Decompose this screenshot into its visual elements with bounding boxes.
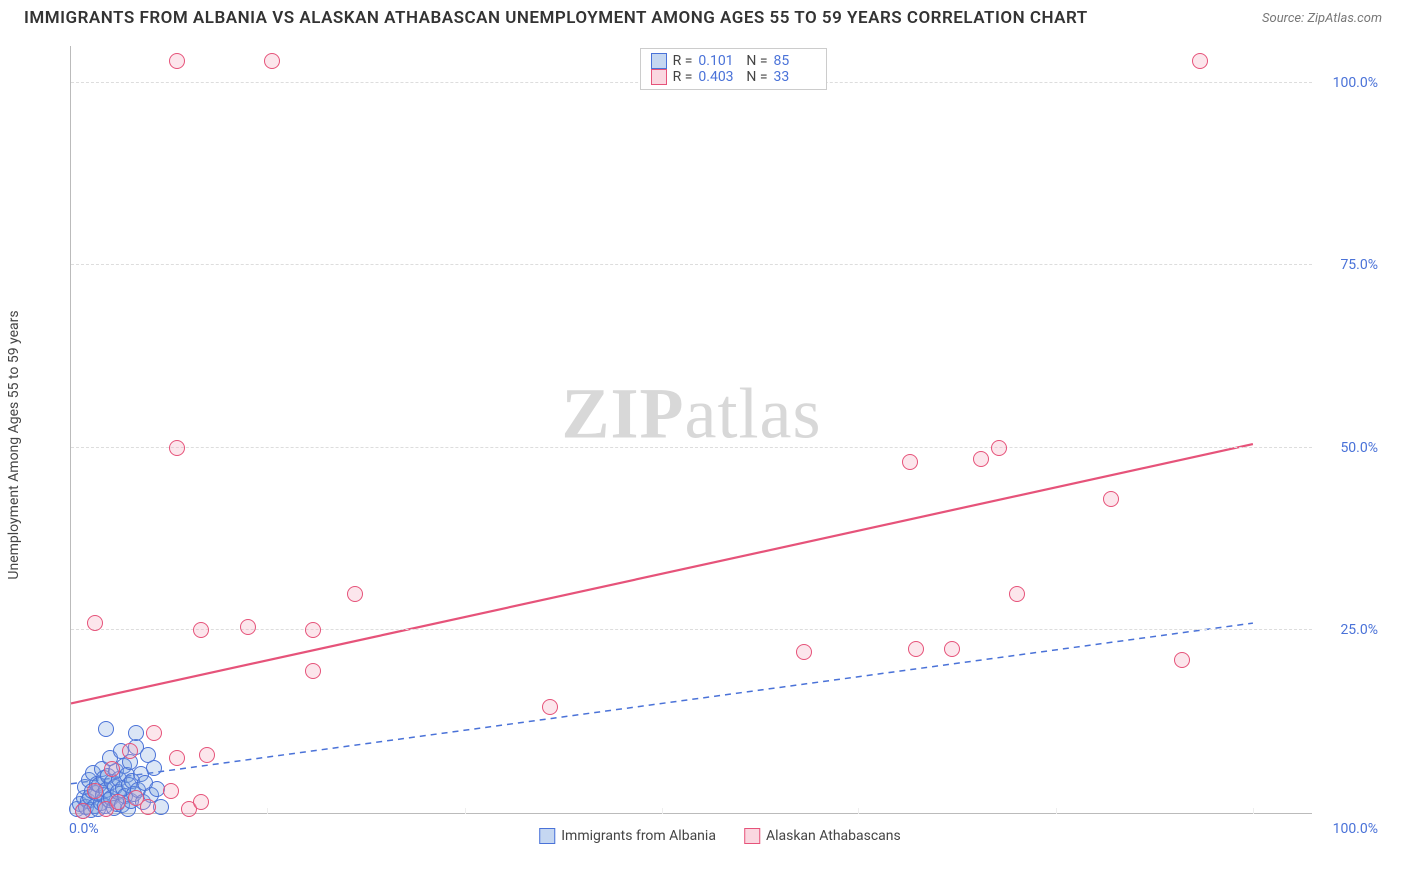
data-point bbox=[944, 641, 960, 657]
legend-swatch bbox=[651, 53, 667, 69]
data-point bbox=[128, 725, 144, 741]
data-point bbox=[98, 721, 114, 737]
x-gridline bbox=[662, 808, 663, 814]
x-tick-label: 0.0% bbox=[69, 821, 99, 837]
y-gridline bbox=[71, 447, 1312, 448]
data-point bbox=[264, 53, 280, 69]
data-point bbox=[169, 440, 185, 456]
data-point bbox=[1192, 53, 1208, 69]
trend-lines-svg bbox=[71, 46, 1312, 813]
data-point bbox=[169, 53, 185, 69]
stats-legend-row: R = 0.403 N = 33 bbox=[651, 69, 816, 85]
legend-r-value: 0.101 bbox=[698, 53, 740, 69]
data-point bbox=[193, 794, 209, 810]
legend-r-label: R = bbox=[673, 69, 693, 85]
x-gridline bbox=[1253, 808, 1254, 814]
chart: Unemployment Among Ages 55 to 59 years Z… bbox=[50, 40, 1390, 850]
data-point bbox=[973, 451, 989, 467]
data-point bbox=[87, 615, 103, 631]
data-point bbox=[169, 750, 185, 766]
trend-line bbox=[71, 444, 1253, 703]
data-point bbox=[1174, 652, 1190, 668]
data-point bbox=[305, 663, 321, 679]
data-point bbox=[1009, 586, 1025, 602]
data-point bbox=[305, 622, 321, 638]
legend-n-label: N = bbox=[746, 53, 767, 69]
legend-r-value: 0.403 bbox=[698, 69, 740, 85]
data-point bbox=[991, 440, 1007, 456]
series-legend: Immigrants from Albania Alaskan Athabasca… bbox=[539, 828, 901, 844]
data-point bbox=[902, 454, 918, 470]
data-point bbox=[75, 803, 91, 819]
legend-r-label: R = bbox=[673, 53, 693, 69]
y-tick-label: 25.0% bbox=[1340, 622, 1378, 638]
legend-n-label: N = bbox=[746, 69, 767, 85]
y-axis-label: Unemployment Among Ages 55 to 59 years bbox=[6, 310, 22, 579]
legend-n-value: 85 bbox=[774, 53, 816, 69]
legend-series-label: Alaskan Athabascans bbox=[766, 828, 901, 844]
data-point bbox=[199, 747, 215, 763]
plot-area: ZIPatlas 25.0%50.0%75.0%100.0%0.0%100.0% bbox=[70, 46, 1312, 814]
y-tick-label: 100.0% bbox=[1333, 75, 1378, 91]
data-point bbox=[104, 761, 120, 777]
source-attribution: Source: ZipAtlas.com bbox=[1262, 11, 1382, 26]
legend-swatch bbox=[539, 828, 555, 844]
series-legend-item: Alaskan Athabascans bbox=[744, 828, 901, 844]
source-value: ZipAtlas.com bbox=[1307, 11, 1382, 26]
data-point bbox=[1103, 491, 1119, 507]
trend-line bbox=[71, 623, 1253, 784]
stats-legend: R = 0.101 N = 85 R = 0.403 N = 33 bbox=[640, 48, 827, 90]
data-point bbox=[87, 783, 103, 799]
data-point bbox=[347, 586, 363, 602]
legend-series-label: Immigrants from Albania bbox=[561, 828, 716, 844]
data-point bbox=[796, 644, 812, 660]
data-point bbox=[240, 619, 256, 635]
chart-title: IMMIGRANTS FROM ALBANIA VS ALASKAN ATHAB… bbox=[24, 8, 1088, 28]
data-point bbox=[542, 699, 558, 715]
data-point bbox=[140, 799, 156, 815]
data-point bbox=[908, 641, 924, 657]
y-tick-label: 75.0% bbox=[1340, 257, 1378, 273]
header: IMMIGRANTS FROM ALBANIA VS ALASKAN ATHAB… bbox=[0, 0, 1406, 32]
x-gridline bbox=[858, 808, 859, 814]
legend-swatch bbox=[744, 828, 760, 844]
data-point bbox=[122, 743, 138, 759]
data-point bbox=[110, 794, 126, 810]
y-gridline bbox=[71, 629, 1312, 630]
data-point bbox=[146, 725, 162, 741]
y-gridline bbox=[71, 264, 1312, 265]
x-tick-label: 100.0% bbox=[1333, 821, 1378, 837]
x-gridline bbox=[1056, 808, 1057, 814]
x-gridline bbox=[267, 808, 268, 814]
data-point bbox=[193, 622, 209, 638]
stats-legend-row: R = 0.101 N = 85 bbox=[651, 53, 816, 69]
data-point bbox=[146, 760, 162, 776]
legend-swatch bbox=[651, 69, 667, 85]
data-point bbox=[163, 783, 179, 799]
series-legend-item: Immigrants from Albania bbox=[539, 828, 716, 844]
x-gridline bbox=[465, 808, 466, 814]
legend-n-value: 33 bbox=[774, 69, 816, 85]
y-tick-label: 50.0% bbox=[1340, 440, 1378, 456]
source-label: Source: bbox=[1262, 11, 1304, 26]
